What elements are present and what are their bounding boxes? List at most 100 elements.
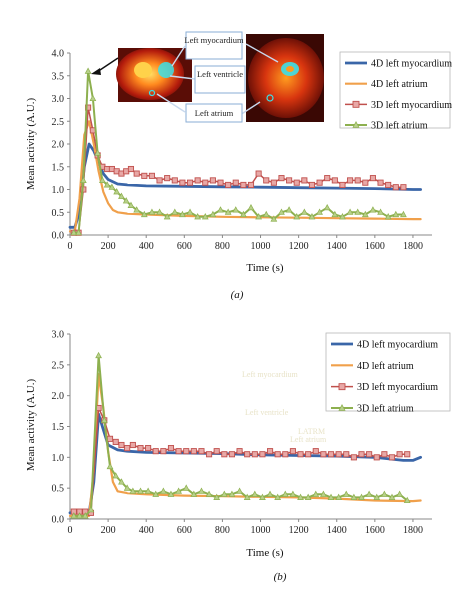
panel-a-point-3d-left-atrium — [308, 213, 316, 220]
panel-a-point-3d-left-myocardium — [164, 175, 171, 182]
panel-a-point-3d-left-myocardium — [270, 179, 277, 186]
panel-b-point-3d-left-atrium — [373, 493, 381, 500]
panel-b-point-3d-left-myocardium — [160, 448, 167, 455]
callout-left-ventricle-label: Left ventricle — [197, 69, 243, 79]
panel-b-faint-labels: Left myocardium Left ventricle LATRM Lef… — [242, 370, 327, 444]
panel-a-point-3d-left-atrium — [89, 94, 97, 102]
panel-a-point-3d-left-myocardium — [308, 181, 316, 189]
panel-b-axes: 0.0 0.5 1.0 1.5 2.0 2.5 3.0 0 200 400 600 800 1000 12… — [52, 330, 432, 536]
panel-a-legend: 4D left myocardium 4D left atrium 3D left … — [339, 51, 452, 132]
panel-a-point-3d-left-myocardium — [347, 177, 354, 184]
panel-a-point-3d-left-atrium — [103, 181, 111, 188]
panel-b-point-3d-left-atrium — [259, 493, 266, 500]
panel-b-point-3d-left-atrium — [396, 490, 403, 497]
panel-b-xtick-label: 800 — [215, 525, 230, 536]
panel-b-legend-marker-3d-left-myocardium — [338, 383, 346, 391]
panel-b-point-3d-left-atrium — [358, 493, 365, 500]
panel-a-xtick-label: 1400 — [327, 241, 347, 252]
panel-a-point-3d-left-atrium — [293, 213, 301, 220]
panel-b-xtick-label: 1800 — [403, 525, 423, 536]
panel-b-point-3d-left-myocardium — [404, 451, 411, 458]
panel-a-point-3d-left-myocardium — [127, 165, 135, 173]
panel-a-point-3d-left-myocardium — [247, 181, 255, 189]
panel-b-point-3d-left-atrium — [123, 484, 131, 491]
panel-b-chart: Mean activity (A.U.) Time (s) 0.0 0.5 1.0 1… — [25, 330, 451, 583]
panel-b-point-3d-left-myocardium — [320, 451, 327, 458]
panel-a-point-3d-left-atrium — [369, 206, 377, 213]
panel-b-point-3d-left-myocardium — [358, 451, 365, 458]
panel-a-point-3d-left-atrium — [113, 188, 121, 195]
callout-left-ventricle — [194, 65, 246, 94]
panel-a-point-3d-left-atrium — [194, 213, 202, 220]
panel-b-point-3d-left-atrium — [243, 493, 251, 500]
panel-b-point-3d-left-myocardium — [282, 451, 289, 458]
panel-b-point-3d-left-myocardium — [112, 438, 119, 445]
panel-a-legend-marker-3d-left-myocardium — [352, 100, 360, 108]
panel-a-legend-label-3d-left-myocardium: 3D left myocardium — [371, 100, 452, 111]
callout-left-myocardium-label: Left myocardium — [184, 35, 244, 45]
panel-b-legend-label-3d-left-myocardium: 3D left myocardium — [357, 382, 438, 393]
panel-a-legend-marker-3d-left-atrium — [352, 121, 360, 128]
faint-label-left-atrium: Left atrium — [290, 435, 327, 444]
panel-a-point-3d-left-atrium — [156, 208, 163, 215]
panel-b-point-3d-left-atrium — [198, 487, 205, 494]
panel-a-point-3d-left-atrium — [300, 208, 308, 215]
panel-b-point-3d-left-atrium — [81, 512, 89, 519]
panel-b-point-3d-left-atrium — [266, 490, 274, 497]
panel-a-xtick-label: 800 — [215, 241, 230, 252]
panel-a-point-3d-left-atrium — [148, 208, 156, 215]
panel-b-legend: 4D left myocardium 4D left atrium 3D left … — [325, 332, 451, 415]
panel-b-xtick-label: 600 — [177, 525, 192, 536]
panel-b-xtick-label: 1400 — [327, 525, 347, 536]
panel-a-point-3d-left-atrium — [118, 192, 125, 199]
panel-a-point-3d-left-atrium — [384, 213, 392, 220]
panel-a-ytick-label: 1.5 — [52, 162, 65, 173]
panel-a-legend-box — [339, 51, 451, 129]
panel-a-point-3d-left-atrium — [339, 213, 346, 220]
panel-a-point-3d-left-myocardium — [293, 179, 300, 186]
panel-a-point-3d-left-atrium — [209, 210, 217, 218]
panel-b-point-3d-left-myocardium — [267, 448, 274, 455]
panel-a-xtick-label: 1600 — [365, 241, 385, 252]
panel-b-ytick-label: 1.0 — [52, 453, 65, 464]
panel-b-point-3d-left-atrium — [380, 490, 388, 497]
panel-a-ytick-label: 1.0 — [52, 185, 65, 196]
panel-b-point-3d-left-myocardium — [129, 441, 136, 449]
panel-b-point-3d-left-myocardium — [297, 451, 304, 458]
panel-a-point-3d-left-myocardium — [171, 177, 178, 184]
panel-a-point-3d-left-atrium — [122, 197, 130, 204]
panel-b-point-3d-left-atrium — [95, 351, 102, 359]
panel-a-point-3d-left-atrium — [247, 203, 255, 211]
panel-b-point-3d-left-atrium — [312, 490, 320, 497]
panel-b-point-3d-left-atrium — [182, 484, 190, 491]
panel-b-point-3d-left-atrium — [320, 490, 327, 497]
panel-b-point-3d-left-atrium — [205, 490, 213, 497]
faint-label-latrm: LATRM — [298, 427, 325, 436]
panel-a-xtick-label: 1800 — [403, 241, 423, 252]
panel-a-legend-label-4d-left-myocardium: 4D left myocardium — [371, 59, 452, 70]
panel-b-xlabel: Time (s) — [246, 547, 284, 559]
panel-a-ytick-label: 2.0 — [52, 140, 65, 151]
panel-b-point-3d-left-myocardium — [366, 451, 373, 458]
panel-b-point-3d-left-myocardium — [106, 435, 114, 442]
panel-a-point-3d-left-myocardium — [202, 179, 209, 186]
panel-a-point-3d-left-myocardium — [225, 181, 232, 189]
panel-a-point-3d-left-atrium — [140, 210, 148, 218]
panel-a-point-3d-left-atrium — [186, 208, 194, 215]
panel-a-point-3d-left-atrium — [163, 213, 171, 220]
panel-b-ytick-label: 0.0 — [52, 515, 65, 526]
panel-b-point-3d-left-atrium — [106, 462, 114, 470]
panel-b-point-3d-left-myocardium — [259, 451, 266, 458]
panel-b-xtick-label: 1000 — [251, 525, 271, 536]
panel-b-point-3d-left-atrium — [228, 490, 236, 497]
panel-b-ytick-label: 3.0 — [52, 330, 65, 341]
panel-a-ytick-label: 4.0 — [52, 49, 65, 60]
panel-a-ytick-label: 0.0 — [52, 231, 65, 242]
panel-b-ytick-label: 1.5 — [52, 422, 65, 433]
panel-b-legend-label-3d-left-atrium: 3D left atrium — [357, 404, 414, 415]
panel-b-xtick-label: 0 — [68, 525, 73, 536]
panel-b-point-3d-left-atrium — [335, 493, 343, 500]
panel-a-point-3d-left-myocardium — [141, 172, 148, 179]
panel-b-point-3d-left-atrium — [220, 490, 228, 497]
panel-b-point-3d-left-atrium — [159, 487, 167, 494]
